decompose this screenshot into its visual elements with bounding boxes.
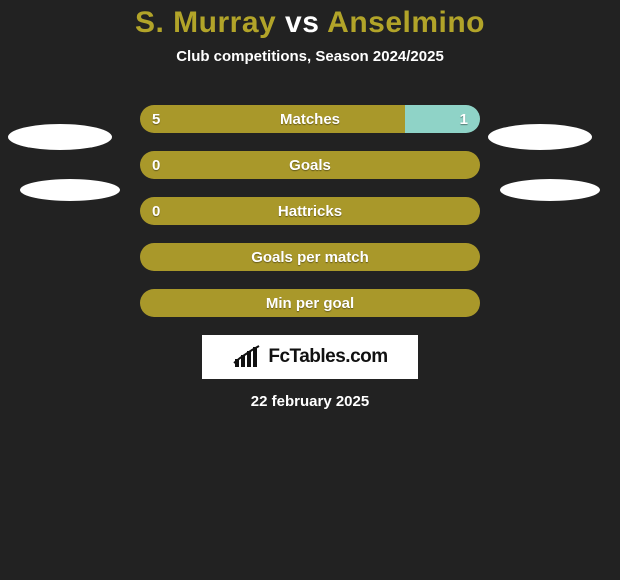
fctables-logo: FcTables.com — [202, 335, 418, 379]
stat-row: Goals0 — [140, 151, 480, 179]
side-ellipse-left-2 — [20, 179, 120, 201]
subtitle: Club competitions, Season 2024/2025 — [0, 48, 620, 65]
side-ellipse-right-2 — [500, 179, 600, 201]
stat-label: Goals — [140, 151, 480, 179]
comparison-bars: Matches51Goals0Hattricks0Goals per match… — [140, 105, 480, 317]
side-ellipse-left-1 — [8, 124, 112, 150]
stat-label: Matches — [140, 105, 480, 133]
stat-row: Min per goal — [140, 289, 480, 317]
stat-value-left: 0 — [152, 151, 160, 179]
bar-chart-icon — [232, 345, 262, 369]
title-vs: vs — [285, 6, 319, 39]
stat-row: Hattricks0 — [140, 197, 480, 225]
stat-row: Goals per match — [140, 243, 480, 271]
title-player1: S. Murray — [135, 6, 276, 39]
page-title: S. Murray vs Anselmino — [0, 0, 620, 40]
stat-value-left: 5 — [152, 105, 160, 133]
title-player2: Anselmino — [327, 6, 485, 39]
stat-value-left: 0 — [152, 197, 160, 225]
stat-row: Matches5 1 — [140, 105, 480, 133]
stat-label: Min per goal — [140, 289, 480, 317]
fctables-logo-text: FcTables.com — [268, 346, 387, 368]
stat-label: Hattricks — [140, 197, 480, 225]
side-ellipse-right-1 — [488, 124, 592, 150]
stat-label: Goals per match — [140, 243, 480, 271]
date-label: 22 february 2025 — [0, 393, 620, 410]
stat-value-right: 1 — [460, 105, 468, 133]
